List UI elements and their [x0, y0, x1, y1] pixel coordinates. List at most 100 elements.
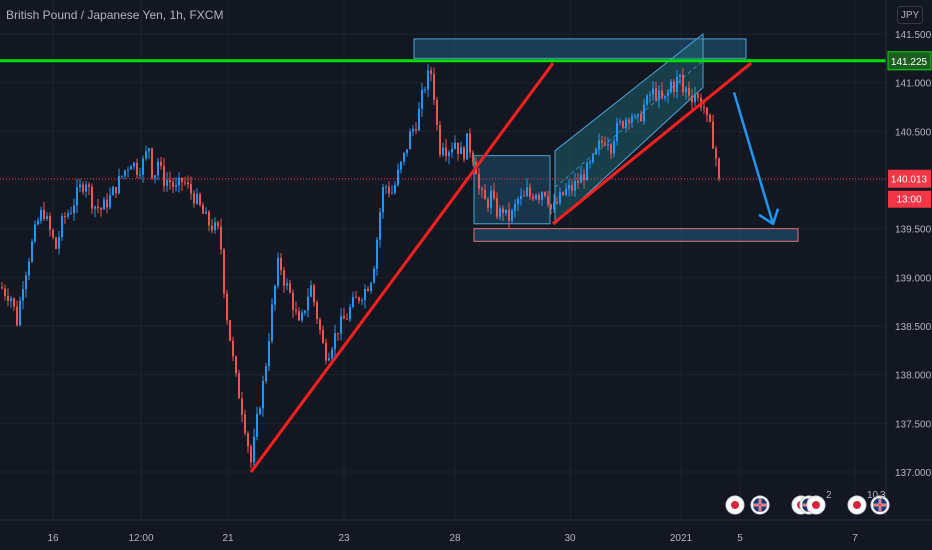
candle-body [4, 288, 6, 296]
candle-body [562, 191, 564, 195]
candle-body [109, 195, 111, 208]
candle-body [523, 195, 525, 197]
candle-body [16, 306, 18, 326]
candle-body [40, 209, 42, 221]
candle-body [319, 319, 321, 330]
candle-body [58, 236, 60, 249]
candle-body [277, 257, 279, 286]
candle-body [301, 312, 303, 321]
candle-body [466, 133, 468, 160]
candle-body [658, 90, 660, 100]
countdown-tag [888, 190, 931, 208]
candle-body [244, 414, 246, 434]
candle-body [673, 81, 675, 92]
candle-body [514, 204, 516, 211]
candle-body [586, 162, 588, 181]
candle-body [70, 213, 72, 215]
candle-body [577, 180, 579, 183]
candle-body [397, 169, 399, 185]
candle-body [37, 220, 39, 225]
candle-body [376, 239, 378, 269]
candle-body [145, 151, 147, 159]
resistance-price-label: 141.225 [891, 57, 928, 68]
event-icon-uk[interactable] [870, 495, 890, 515]
candle-body [190, 184, 192, 194]
candle-body [94, 206, 96, 209]
x-tick-label: 2021 [670, 533, 693, 544]
candle-body [241, 398, 243, 415]
event-icon-uk[interactable] [750, 495, 770, 515]
candle-body [286, 283, 288, 286]
x-tick-label: 5 [737, 533, 743, 544]
event-icon-jp[interactable] [806, 495, 826, 515]
candle-body [313, 285, 315, 303]
trend-line-long [249, 62, 555, 473]
candle-body [553, 202, 555, 210]
x-tick-label: 16 [47, 533, 59, 544]
candle-body [127, 169, 129, 171]
event-icon-jp[interactable] [725, 495, 745, 515]
candle-body [709, 114, 711, 122]
candle-body [589, 162, 591, 164]
candle-body [226, 293, 228, 321]
candle-body [706, 107, 708, 115]
candle-body [259, 408, 261, 414]
trend-line-channel [552, 62, 752, 225]
candle-body [601, 140, 603, 143]
candle-body [31, 241, 33, 262]
candle-body [607, 144, 609, 146]
candle-body [670, 81, 672, 93]
candle-body [217, 222, 219, 227]
price-axis: 141.500141.000140.500140.000139.500139.0… [885, 0, 932, 550]
x-tick-label: 28 [449, 533, 461, 544]
candle-body [460, 147, 462, 155]
candle-body [175, 185, 177, 187]
candle-body [292, 292, 294, 310]
candle-body [541, 191, 543, 200]
candle-body [178, 177, 180, 186]
candle-body [505, 209, 507, 214]
candle-body [616, 122, 618, 141]
candle-body [211, 225, 213, 231]
candle-body [406, 149, 408, 153]
candle-body [148, 148, 150, 152]
forecast-arrow-shaft [732, 92, 775, 225]
trend-drawings [0, 59, 886, 473]
candle-body [652, 88, 654, 95]
forecast-arrow-head [758, 208, 780, 226]
candle-body [400, 161, 402, 170]
x-tick-label: 21 [222, 533, 234, 544]
candle-body [610, 144, 612, 154]
candle-body [478, 174, 480, 189]
candle-body [457, 142, 459, 155]
candle-body [556, 202, 558, 204]
candle-body [304, 310, 306, 313]
candle-body [415, 128, 417, 131]
currency-badge[interactable]: JPY [897, 6, 923, 24]
candle-body [208, 211, 210, 226]
candle-body [484, 190, 486, 200]
candle-body [265, 365, 267, 381]
price-tags: 141.225 140.013 13:00 [887, 51, 932, 208]
candle-body [637, 114, 639, 116]
last-price-label: 140.013 [891, 175, 928, 186]
candle-body [343, 315, 345, 319]
japan-flag-icon [731, 501, 739, 509]
candle-body [565, 188, 567, 195]
event-icons[interactable]: 2 10 3 [725, 490, 890, 515]
candle-body [280, 257, 282, 271]
candle-body [472, 152, 474, 162]
candle-body [574, 180, 576, 191]
candle-body [1, 287, 3, 289]
candle-body [298, 311, 300, 321]
candle-body [697, 93, 699, 98]
candle-body [184, 182, 186, 184]
candle-body [583, 174, 585, 181]
candle-body [382, 187, 384, 213]
candle-body [262, 380, 264, 409]
candle-body [550, 204, 552, 210]
candle-body [409, 131, 411, 150]
y-tick-label: 137.000 [895, 468, 932, 479]
event-icon-jp[interactable] [847, 495, 867, 515]
